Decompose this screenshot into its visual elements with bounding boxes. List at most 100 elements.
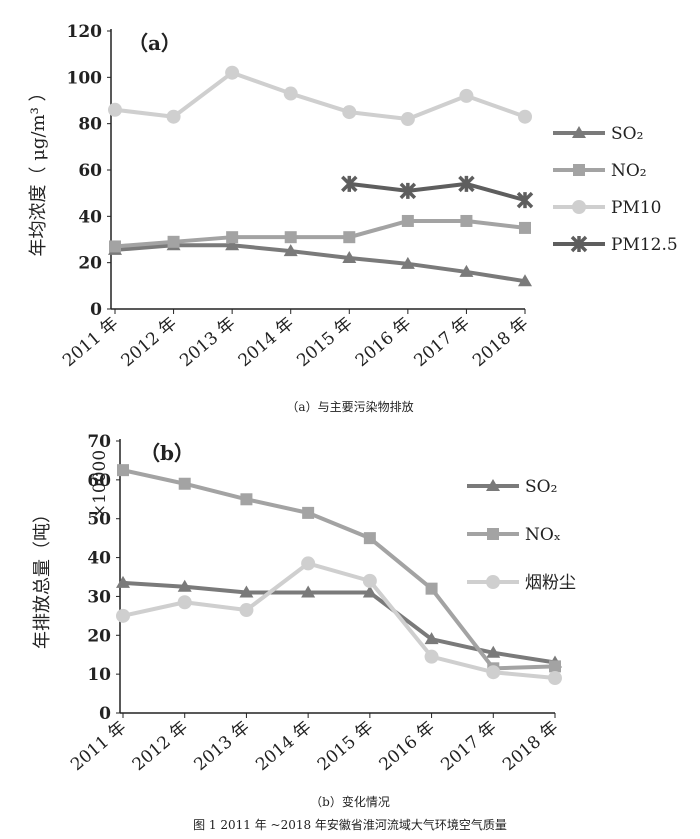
y-tick-label: 0 bbox=[90, 300, 102, 320]
legend-item: 烟粉尘 bbox=[467, 573, 576, 593]
series-0 bbox=[116, 575, 562, 668]
y-tick-label: 10 bbox=[87, 665, 111, 685]
panel-label: （b） bbox=[140, 441, 194, 465]
legend-label: SO₂ bbox=[611, 124, 643, 144]
data-point bbox=[518, 109, 532, 124]
data-point bbox=[283, 244, 298, 257]
x-tick-label: 2012 年 bbox=[118, 314, 181, 372]
data-point bbox=[401, 214, 414, 227]
y-tick-label: 70 bbox=[87, 432, 111, 452]
legend-marker bbox=[573, 164, 585, 176]
data-point bbox=[341, 175, 358, 193]
legend-item: PM12.5 bbox=[553, 235, 678, 255]
series-1 bbox=[109, 214, 531, 253]
data-point bbox=[518, 274, 532, 287]
caption-b: （b）变化情况 bbox=[310, 794, 390, 809]
legend-marker bbox=[486, 479, 500, 491]
panel-label: （a） bbox=[128, 31, 181, 55]
x-tick-label: 2018 年 bbox=[499, 718, 562, 776]
legend-label: NO₂ bbox=[611, 161, 647, 181]
y-tick-label: 80 bbox=[78, 115, 102, 135]
legend-item: NO₂ bbox=[553, 161, 647, 181]
data-point bbox=[343, 231, 356, 244]
x-tick-label: 2011 年 bbox=[67, 718, 130, 776]
legend-label: NOₓ bbox=[525, 525, 561, 545]
data-point bbox=[239, 585, 254, 598]
y-axis-label: 年排放总量（吨） bbox=[32, 505, 53, 649]
x-tick-label: 2017 年 bbox=[437, 718, 500, 776]
x-tick-label: 2012 年 bbox=[129, 718, 192, 776]
data-point bbox=[424, 649, 439, 664]
figure-caption: 图 1 2011 年 ~2018 年安徽省淮河流域大气环境空气质量 bbox=[193, 817, 507, 832]
x-tick-label: 2018 年 bbox=[469, 314, 532, 372]
x-tick-label: 2014 年 bbox=[252, 718, 315, 776]
y-tick-label: 40 bbox=[87, 549, 111, 569]
x-tick-label: 2015 年 bbox=[293, 314, 356, 372]
y-tick-label: 40 bbox=[78, 207, 102, 227]
legend-marker bbox=[486, 575, 500, 589]
data-point bbox=[225, 238, 240, 251]
series-line bbox=[114, 243, 526, 284]
data-point bbox=[362, 573, 377, 588]
data-point bbox=[362, 585, 377, 598]
data-point bbox=[166, 109, 181, 124]
data-point bbox=[284, 231, 297, 244]
series-line bbox=[122, 468, 556, 671]
data-point bbox=[283, 86, 298, 101]
series-line bbox=[114, 70, 526, 122]
x-tick-label: 2013 年 bbox=[176, 314, 239, 372]
y-tick-label: 20 bbox=[87, 626, 111, 646]
multiplier-label: ×10000 bbox=[90, 450, 110, 518]
data-point bbox=[239, 603, 254, 618]
legend-marker bbox=[572, 200, 586, 214]
legend-label: PM12.5 bbox=[611, 235, 678, 255]
legend-item: SO₂ bbox=[467, 477, 557, 497]
data-point bbox=[301, 585, 316, 598]
series-line bbox=[114, 218, 526, 249]
legend-item: NOₓ bbox=[467, 525, 561, 545]
x-tick-label: 2016 年 bbox=[352, 314, 415, 372]
data-point bbox=[400, 256, 415, 269]
data-point bbox=[116, 575, 130, 588]
data-point bbox=[240, 493, 253, 506]
series-2 bbox=[116, 556, 562, 686]
data-point bbox=[225, 65, 240, 80]
data-point bbox=[425, 582, 438, 595]
x-tick-label: 2017 年 bbox=[410, 314, 473, 372]
data-point bbox=[177, 579, 192, 592]
data-point bbox=[486, 645, 501, 658]
data-point bbox=[342, 251, 357, 264]
data-point bbox=[177, 595, 192, 610]
data-point bbox=[301, 556, 316, 571]
data-point bbox=[458, 175, 475, 193]
data-point bbox=[459, 88, 474, 103]
x-tick-label: 2011 年 bbox=[59, 314, 122, 372]
data-point bbox=[108, 102, 122, 117]
legend-marker bbox=[572, 126, 586, 138]
data-point bbox=[167, 235, 180, 248]
data-point bbox=[486, 665, 501, 680]
caption-a: （a）与主要污染物排放 bbox=[286, 399, 413, 414]
data-point bbox=[302, 506, 315, 519]
legend-item: PM10 bbox=[553, 198, 661, 218]
y-axis-label: 年均浓度（ μg/m³ ） bbox=[28, 83, 49, 256]
data-point bbox=[116, 608, 130, 623]
data-point bbox=[109, 240, 121, 253]
legend-label: PM10 bbox=[611, 198, 661, 218]
y-tick-label: 100 bbox=[67, 68, 103, 88]
data-point bbox=[459, 264, 474, 277]
series-2 bbox=[108, 65, 532, 127]
series-line bbox=[349, 181, 526, 203]
series-line bbox=[122, 561, 556, 681]
data-point bbox=[424, 632, 439, 645]
series-line bbox=[122, 580, 556, 665]
legend-label: 烟粉尘 bbox=[525, 573, 576, 593]
data-point bbox=[399, 182, 417, 200]
data-point bbox=[178, 477, 191, 490]
x-tick-label: 2016 年 bbox=[376, 718, 439, 776]
series-3 bbox=[341, 175, 534, 209]
data-point bbox=[400, 112, 415, 127]
